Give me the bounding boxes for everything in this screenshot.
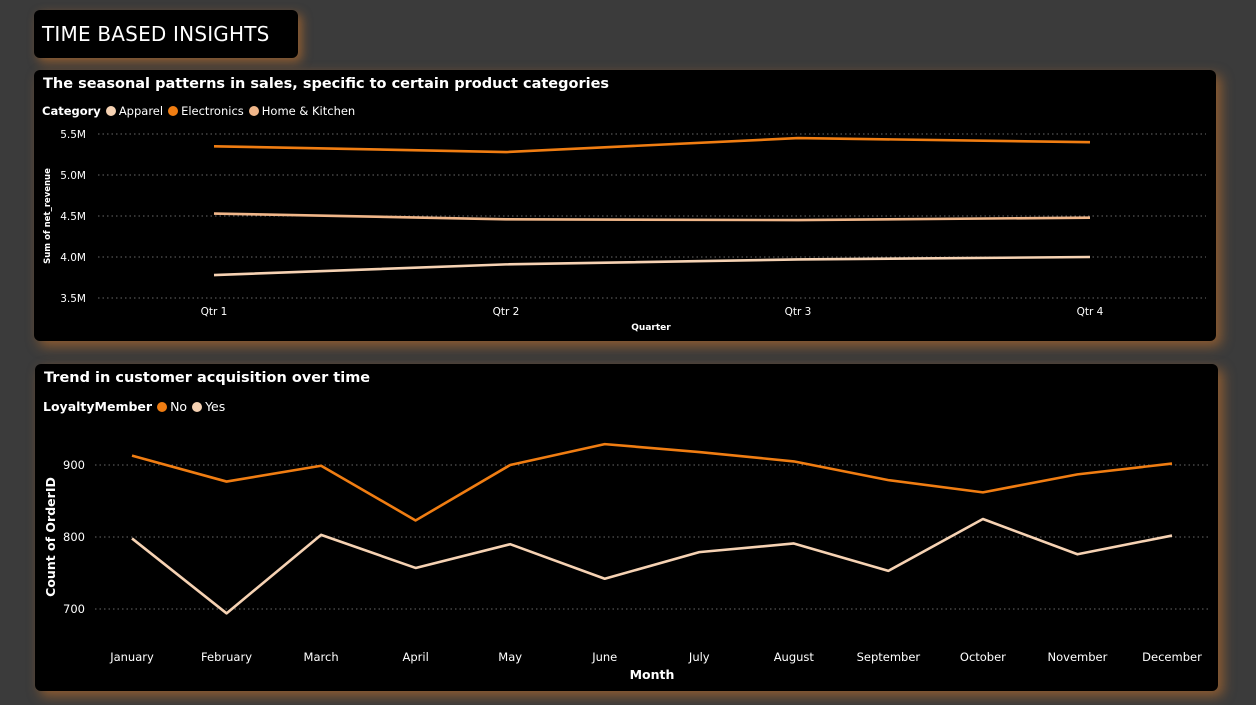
y-tick-label: 4.0M [60, 252, 86, 264]
legend-label: Electronics [181, 104, 244, 118]
chart-title: Trend in customer acquisition over time [44, 370, 371, 386]
y-tick-label: 700 [63, 602, 85, 616]
x-tick-label: September [857, 650, 921, 664]
series-line-no [131, 442, 1173, 522]
y-tick-label: 900 [63, 458, 85, 472]
y-tick-label: 5.5M [60, 129, 86, 141]
x-axis-title: Month [630, 667, 675, 682]
y-axis-title: Sum of net_revenue [43, 168, 53, 264]
series-line-home-kitchen [213, 212, 1091, 222]
seasonal-sales-line-chart[interactable]: 3.5M 4.0M 4.5M 5.0M 5.5M Qtr 1 Qtr 2 Qtr 3 Qtr 4… [34, 70, 1216, 341]
x-tick-label: November [1048, 650, 1108, 664]
legend-item-no[interactable]: No [157, 399, 187, 414]
legend-item-home-kitchen[interactable]: Home & Kitchen [248, 104, 356, 118]
x-tick-label: Qtr 1 [201, 306, 228, 318]
page-title: TIME BASED INSIGHTS [34, 10, 298, 58]
x-tick-label: Qtr 3 [785, 306, 812, 318]
x-tick-label: July [688, 650, 710, 664]
chart-legend: Category Apparel Electronics Home & Kitc… [42, 104, 360, 118]
series-line-electronics [213, 136, 1091, 154]
legend-dot-icon [248, 106, 259, 116]
x-tick-label: April [402, 650, 428, 664]
x-tick-label: Qtr 2 [493, 306, 520, 318]
legend-title: LoyaltyMember [43, 399, 153, 414]
legend-label: Yes [205, 399, 226, 414]
customer-acquisition-line-chart[interactable]: 700 800 900 January February March April May Jun… [35, 364, 1218, 691]
x-tick-label: January [109, 650, 154, 664]
y-tick-label: 4.5M [60, 211, 86, 223]
legend-label: Apparel [118, 104, 164, 118]
series-line-apparel [213, 255, 1091, 277]
x-tick-label: March [304, 650, 339, 664]
x-tick-label: February [201, 650, 252, 664]
y-tick-label: 5.0M [60, 170, 86, 182]
legend-dot-icon [105, 106, 116, 116]
x-tick-label: December [1142, 650, 1202, 664]
legend-dot-icon [168, 106, 179, 116]
legend-title: Category [42, 104, 101, 118]
x-tick-label: May [498, 650, 522, 664]
chart-legend: LoyaltyMember No Yes [43, 399, 230, 414]
legend-item-yes[interactable]: Yes [192, 399, 225, 414]
legend-item-electronics[interactable]: Electronics [168, 104, 244, 118]
y-axis-title: Count of OrderID [43, 477, 58, 597]
legend-dot-icon [157, 401, 168, 412]
x-tick-label: October [960, 650, 1006, 664]
legend-item-apparel[interactable]: Apparel [105, 104, 164, 118]
x-axis-title: Quarter [631, 323, 671, 333]
y-tick-label: 3.5M [60, 293, 86, 305]
legend-label: Home & Kitchen [261, 104, 356, 118]
x-tick-label: June [591, 650, 617, 664]
legend-label: No [170, 399, 188, 414]
series-line-yes [131, 517, 1173, 615]
x-tick-label: Qtr 4 [1077, 306, 1104, 318]
customer-acquisition-chart-panel: Trend in customer acquisition over time … [35, 364, 1218, 691]
seasonal-sales-chart-panel: The seasonal patterns in sales, specific… [34, 70, 1216, 341]
chart-title: The seasonal patterns in sales, specific… [43, 76, 610, 92]
legend-dot-icon [192, 401, 203, 412]
y-tick-label: 800 [63, 530, 85, 544]
x-tick-label: August [774, 650, 815, 664]
